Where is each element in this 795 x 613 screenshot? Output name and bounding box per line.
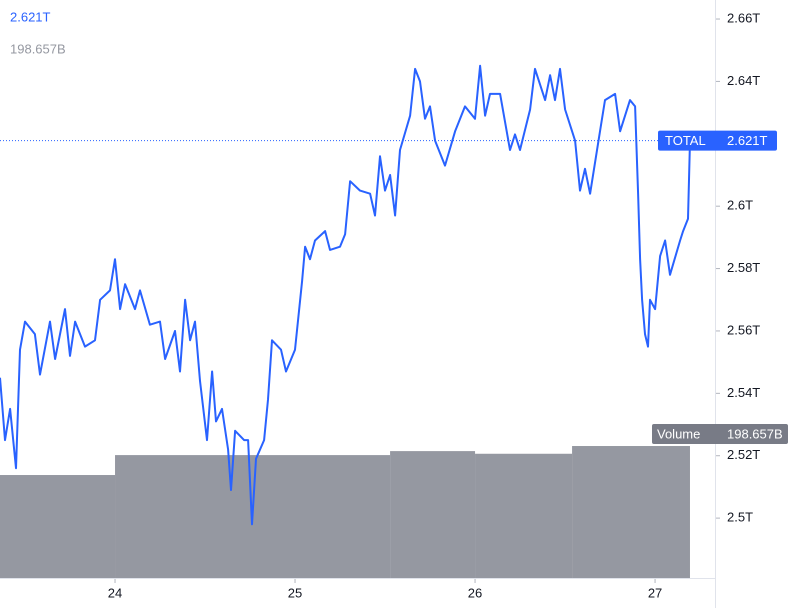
y-tick-label: 2.56T [727,322,760,337]
volume-bar [572,446,690,578]
header-volume: 198.657B [10,41,66,56]
x-tick-label: 25 [288,585,302,600]
badge-value: 198.657B [727,426,783,441]
x-tick-label: 27 [648,585,662,600]
y-tick-label: 2.64T [727,73,760,88]
y-tick-label: 2.6T [727,198,753,213]
badge-series-name: TOTAL [665,133,706,148]
price-line [0,64,691,526]
last-value-badge [658,130,777,151]
volume-bar [390,451,476,578]
y-tick-label: 2.54T [727,385,760,400]
badge-series-name: Volume [657,426,700,441]
volume-bar [0,475,116,578]
y-tick-label: 2.66T [727,10,760,25]
volume-badge [652,424,788,445]
y-tick-label: 2.5T [727,510,753,525]
x-tick-label: 24 [108,585,122,600]
volume-bar [475,453,573,578]
badge-value: 2.621T [727,133,768,148]
x-tick-label: 26 [468,585,482,600]
y-tick-label: 2.52T [727,447,760,462]
y-tick-label: 2.58T [727,260,760,275]
header-value: 2.621T [10,9,51,24]
